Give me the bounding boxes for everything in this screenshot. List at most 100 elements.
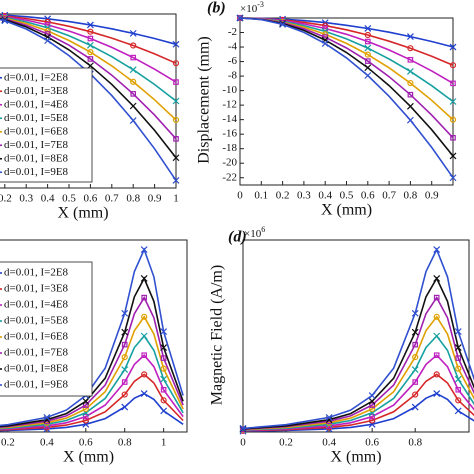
x-tick-label: 0.9 <box>425 190 439 202</box>
y-tick-label: -12 <box>222 99 237 111</box>
marker <box>455 397 462 404</box>
marker <box>172 40 180 48</box>
plot-frame <box>242 239 470 433</box>
marker <box>129 117 137 124</box>
marker <box>141 313 148 320</box>
marker <box>364 31 371 39</box>
marker <box>160 365 167 372</box>
plot-frame <box>0 239 188 433</box>
marker <box>173 136 179 142</box>
multiplier-base: ×10 <box>240 3 258 15</box>
series-line <box>242 392 474 432</box>
marker <box>364 44 372 52</box>
panel: 0.2 0.4 0.6 0.8 1 X (mm) d=0.01, I=2E8 d=0.01, … <box>0 239 188 466</box>
legend-label: d=0.01, I=4E8 <box>4 299 69 311</box>
marker <box>407 45 414 52</box>
marker <box>140 274 148 282</box>
marker <box>236 14 244 22</box>
y-tick-label: -14 <box>222 113 237 125</box>
marker <box>406 116 414 124</box>
marker <box>364 51 371 58</box>
marker <box>173 79 179 85</box>
x-tick-label: 0.4 <box>318 190 332 202</box>
marker <box>449 62 457 69</box>
x-tick-label: 0.7 <box>105 193 119 205</box>
marker <box>412 391 419 398</box>
marker <box>82 413 89 420</box>
marker <box>121 366 129 374</box>
marker <box>412 341 418 348</box>
marker <box>450 80 456 87</box>
marker <box>364 25 372 32</box>
marker <box>160 397 167 404</box>
marker <box>130 91 137 97</box>
marker <box>433 274 441 282</box>
marker <box>433 313 440 320</box>
series-line <box>242 315 474 431</box>
y-tick-label: -16 <box>222 128 237 140</box>
marker <box>121 403 129 411</box>
series-line <box>0 14 177 64</box>
marker <box>455 386 462 393</box>
series-line <box>0 17 177 159</box>
legend-label: d=0.01, I=4E8 <box>4 98 69 110</box>
marker <box>82 405 89 413</box>
marker <box>172 116 180 124</box>
x-axis-label: X (mm) <box>321 202 372 219</box>
legend-label: d=0.01, I=8E8 <box>4 152 69 164</box>
marker <box>406 68 414 75</box>
series-line <box>242 334 474 431</box>
marker <box>411 403 419 411</box>
marker <box>411 309 419 317</box>
x-tick-label: 0.3 <box>297 190 311 202</box>
marker <box>321 40 329 47</box>
marker <box>44 37 52 45</box>
x-tick-label: 0.3 <box>19 193 33 205</box>
marker <box>129 66 137 74</box>
marker <box>87 35 94 42</box>
x-tick-label: 0.8 <box>408 437 422 449</box>
marker <box>43 413 51 421</box>
x-tick-label: 0.1 <box>254 190 268 202</box>
y-tick-label: -22 <box>222 171 237 183</box>
marker <box>411 328 419 336</box>
marker <box>368 392 376 399</box>
x-tick-label: 0.8 <box>404 190 418 202</box>
x-tick-label: 0 <box>237 190 243 202</box>
y-multiplier: ×106 <box>244 225 265 240</box>
marker <box>160 386 167 393</box>
x-tick-label: 0.2 <box>0 193 12 205</box>
multiplier-power: 6 <box>261 225 265 234</box>
marker <box>449 152 457 160</box>
marker <box>455 355 462 361</box>
x-tick-label: 0.2 <box>276 190 290 202</box>
marker <box>369 413 375 420</box>
panel: 0.2 0.3 0.4 0.5 0.6 0.7 0.8 0.9 1 X (mm) d=0.01, I… <box>0 11 180 222</box>
marker <box>140 390 148 398</box>
marker <box>449 116 457 123</box>
marker <box>172 97 180 105</box>
series-line <box>0 15 177 83</box>
x-tick-label: 0.8 <box>118 437 132 449</box>
y-tick-label: -4 <box>228 41 238 53</box>
marker <box>172 154 180 162</box>
marker <box>412 379 418 385</box>
marker <box>160 375 168 383</box>
marker <box>87 28 94 35</box>
series-line <box>0 295 184 428</box>
legend-label: d=0.01, I=5E8 <box>4 112 69 124</box>
panel: 0 0.1 0.2 0.3 0.4 0.5 0.6 0.7 0.8 0.9 -2 -4 -6 -8 -10 -… <box>196 0 457 219</box>
marker <box>121 309 129 317</box>
legend-label: d=0.01, I=2E8 <box>4 71 69 83</box>
x-tick-label: 0.5 <box>340 190 354 202</box>
x-tick-label: 0.4 <box>40 437 54 449</box>
panel: 0 0.2 0.4 0.6 0.8 X (mm) Magnetic Field (A/m) (… <box>209 225 474 466</box>
series-line <box>242 276 474 430</box>
legend-box <box>0 261 93 397</box>
marker <box>407 57 414 63</box>
x-tick-label: 0.6 <box>79 437 93 449</box>
marker <box>279 20 287 28</box>
marker <box>121 328 129 336</box>
x-axis-label: X (mm) <box>63 449 114 466</box>
series-line <box>0 373 184 431</box>
